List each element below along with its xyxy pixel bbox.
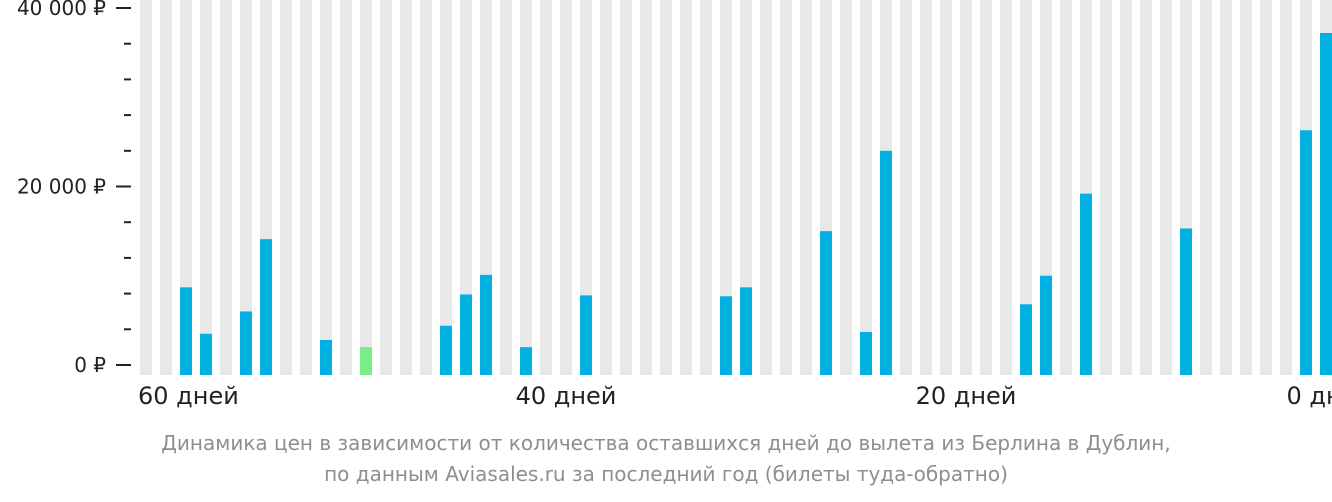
price-bar bbox=[1300, 130, 1312, 375]
background-columns bbox=[140, 0, 1332, 375]
price-bar bbox=[360, 347, 372, 375]
background-column bbox=[360, 0, 372, 375]
background-column bbox=[720, 0, 732, 375]
background-column bbox=[400, 0, 412, 375]
price-bar bbox=[460, 294, 472, 375]
price-bar bbox=[260, 239, 272, 375]
background-column bbox=[1100, 0, 1112, 375]
background-column bbox=[980, 0, 992, 375]
price-bar bbox=[440, 325, 452, 375]
price-bar bbox=[880, 150, 892, 375]
price-bar bbox=[320, 340, 332, 375]
background-column bbox=[680, 0, 692, 375]
x-tick-label: 40 дней bbox=[516, 382, 617, 410]
background-column bbox=[460, 0, 472, 375]
background-column bbox=[300, 0, 312, 375]
x-tick-label: 0 дней bbox=[1286, 382, 1332, 410]
price-bar bbox=[1080, 193, 1092, 375]
price-bar bbox=[240, 311, 252, 375]
background-column bbox=[280, 0, 292, 375]
background-column bbox=[1240, 0, 1252, 375]
background-column bbox=[560, 0, 572, 375]
background-column bbox=[200, 0, 212, 375]
background-column bbox=[340, 0, 352, 375]
background-column bbox=[320, 0, 332, 375]
background-column bbox=[240, 0, 252, 375]
background-column bbox=[140, 0, 152, 375]
y-tick-label: 20 000 ₽ bbox=[17, 175, 106, 199]
price-bar bbox=[1040, 275, 1052, 375]
background-column bbox=[920, 0, 932, 375]
background-column bbox=[220, 0, 232, 375]
x-tick-label: 20 дней bbox=[916, 382, 1017, 410]
x-axis: 60 дней 40 дней 20 дней 0 дней bbox=[138, 382, 1332, 410]
price-bar bbox=[1180, 228, 1192, 375]
y-tick-label: 0 ₽ bbox=[74, 353, 106, 377]
background-column bbox=[700, 0, 712, 375]
price-bar bbox=[820, 231, 832, 375]
price-bar bbox=[480, 274, 492, 375]
price-bar bbox=[720, 296, 732, 375]
background-column bbox=[580, 0, 592, 375]
background-column bbox=[420, 0, 432, 375]
background-column bbox=[940, 0, 952, 375]
background-column bbox=[540, 0, 552, 375]
background-column bbox=[180, 0, 192, 375]
price-bars bbox=[180, 32, 1332, 376]
background-column bbox=[640, 0, 652, 375]
y-axis: 40 000 ₽ 20 000 ₽ 0 ₽ bbox=[17, 0, 131, 377]
price-bar bbox=[200, 333, 212, 375]
background-column bbox=[900, 0, 912, 375]
background-column bbox=[1160, 0, 1172, 375]
price-chart: 40 000 ₽ 20 000 ₽ 0 ₽ 60 дней 40 дней 20 дне… bbox=[17, 0, 1332, 410]
background-column bbox=[1120, 0, 1132, 375]
background-column bbox=[600, 0, 612, 375]
price-bar bbox=[1020, 304, 1032, 375]
x-tick-label: 60 дней bbox=[138, 382, 239, 410]
background-column bbox=[960, 0, 972, 375]
background-column bbox=[440, 0, 452, 375]
price-bar bbox=[520, 347, 532, 375]
background-column bbox=[1140, 0, 1152, 375]
chart-caption-line-1: Динамика цен в зависимости от количества… bbox=[161, 431, 1171, 455]
background-column bbox=[1220, 0, 1232, 375]
background-column bbox=[1260, 0, 1272, 375]
price-bar bbox=[580, 295, 592, 375]
chart-caption-line-2: по данным Aviasales.ru за последний год … bbox=[324, 462, 1008, 486]
price-bar bbox=[860, 331, 872, 375]
background-column bbox=[860, 0, 872, 375]
background-column bbox=[620, 0, 632, 375]
background-column bbox=[520, 0, 532, 375]
price-bar bbox=[1320, 32, 1332, 376]
background-column bbox=[160, 0, 172, 375]
background-column bbox=[840, 0, 852, 375]
background-column bbox=[800, 0, 812, 375]
background-column bbox=[740, 0, 752, 375]
background-column bbox=[1200, 0, 1212, 375]
background-column bbox=[660, 0, 672, 375]
background-column bbox=[1000, 0, 1012, 375]
background-column bbox=[780, 0, 792, 375]
background-column bbox=[1280, 0, 1292, 375]
background-column bbox=[1020, 0, 1032, 375]
y-tick-label: 40 000 ₽ bbox=[17, 0, 106, 20]
background-column bbox=[1060, 0, 1072, 375]
background-column bbox=[380, 0, 392, 375]
price-bar bbox=[740, 287, 752, 375]
background-column bbox=[760, 0, 772, 375]
price-bar bbox=[180, 287, 192, 375]
background-column bbox=[500, 0, 512, 375]
